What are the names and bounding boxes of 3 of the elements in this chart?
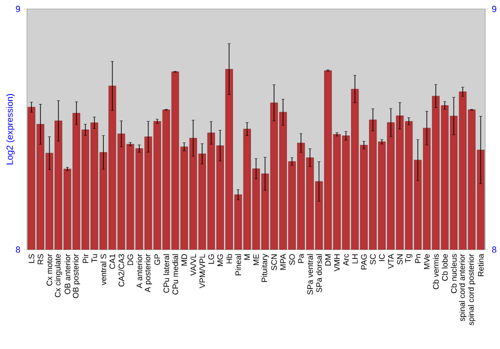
- y2-tick-label: 9: [492, 6, 496, 12]
- y-axis-title: Log2 (expression): [6, 94, 15, 164]
- y2-tick-label: 8: [492, 246, 496, 253]
